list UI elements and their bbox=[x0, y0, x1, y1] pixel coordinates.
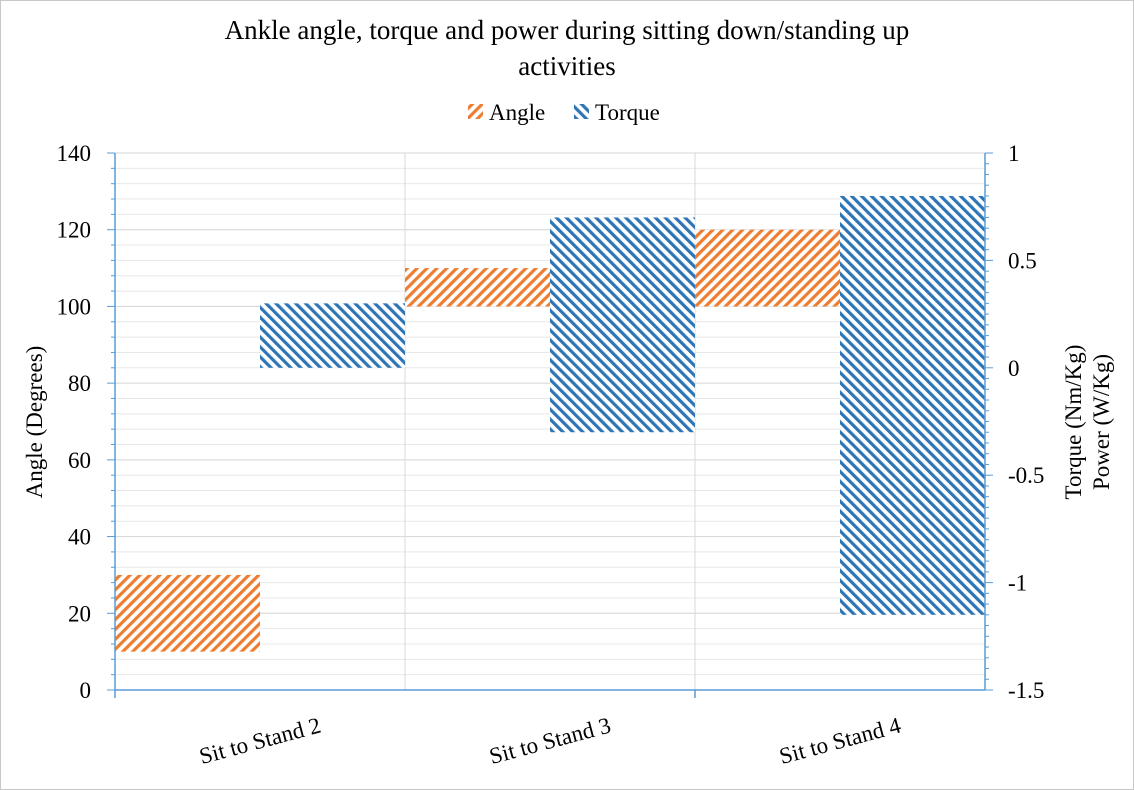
bar-angle-4 bbox=[695, 229, 840, 307]
right-tick-label: -1 bbox=[1008, 571, 1027, 596]
right-tick-label: 0.5 bbox=[1008, 248, 1037, 273]
left-tick-label: 140 bbox=[57, 141, 92, 166]
bar-angle-3 bbox=[405, 268, 550, 307]
category-label: Sit to Stand 3 bbox=[487, 713, 614, 769]
right-tick-label: 0 bbox=[1008, 356, 1020, 381]
bar-torque-2 bbox=[260, 303, 405, 368]
right-tick-label: -0.5 bbox=[1008, 463, 1044, 488]
legend-label-angle: Angle bbox=[489, 100, 545, 125]
chart-title-line-1: Ankle angle, torque and power during sit… bbox=[224, 15, 910, 45]
right-tick-label: 1 bbox=[1008, 141, 1020, 166]
left-tick-label: 0 bbox=[80, 678, 92, 703]
axes bbox=[107, 152, 993, 698]
right-axis-title-line-2: Power (W/Kg) bbox=[1089, 354, 1114, 490]
right-tick-label: -1.5 bbox=[1008, 678, 1044, 703]
right-axis-title-line-1: Torque (Nm/Kg) bbox=[1061, 345, 1086, 500]
legend-label-torque: Torque bbox=[595, 100, 660, 125]
category-label: Sit to Stand 2 bbox=[197, 713, 324, 769]
bar-torque-4 bbox=[840, 195, 985, 615]
bar-torque-3 bbox=[550, 217, 695, 433]
bar-angle-2 bbox=[115, 574, 260, 652]
left-axis-title: Angle (Degrees) bbox=[22, 346, 47, 499]
left-tick-label: 40 bbox=[68, 525, 91, 550]
left-tick-label: 120 bbox=[57, 218, 92, 243]
bars bbox=[115, 195, 985, 652]
legend-swatch-torque bbox=[574, 104, 589, 119]
left-tick-label: 80 bbox=[68, 371, 91, 396]
legend: Angle Torque bbox=[468, 100, 660, 125]
left-tick-label: 20 bbox=[68, 601, 91, 626]
left-tick-label: 100 bbox=[57, 294, 92, 319]
left-tick-label: 60 bbox=[68, 448, 91, 473]
chart-title-line-2: activities bbox=[518, 51, 616, 81]
category-label: Sit to Stand 4 bbox=[777, 712, 904, 769]
legend-swatch-angle bbox=[468, 104, 483, 119]
